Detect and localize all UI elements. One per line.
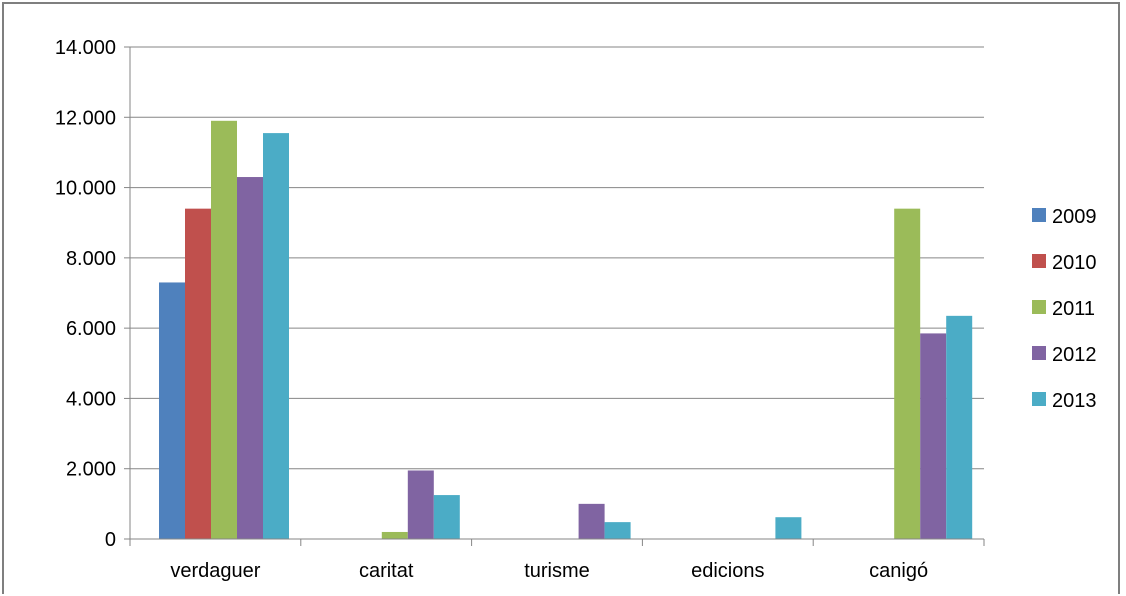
bar-2013-caritat <box>433 495 460 539</box>
legend-label: 2011 <box>1052 298 1095 320</box>
y-tick-label: 2.000 <box>66 459 116 481</box>
x-tick-label: edicions <box>691 560 764 582</box>
bar-2011-canigó <box>894 208 921 539</box>
y-tick-label: 4.000 <box>66 388 116 410</box>
y-tick-label: 12.000 <box>55 107 116 129</box>
legend-swatch <box>1032 254 1046 268</box>
y-tick-label: 8.000 <box>66 248 116 270</box>
legend-label: 2009 <box>1052 206 1097 228</box>
bar-2012-verdaguer <box>237 177 263 539</box>
bar-2013-verdaguer <box>263 133 289 539</box>
bar-2012-canigó <box>920 333 947 539</box>
bar-2013-turisme <box>604 522 631 539</box>
axes <box>124 46 985 546</box>
bar-2013-edicions <box>775 517 802 539</box>
x-tick-label: turisme <box>524 560 590 582</box>
bar-2011-verdaguer <box>211 120 237 540</box>
legend-label: 2010 <box>1052 252 1097 274</box>
bar-2013-canigó <box>946 315 973 539</box>
bar-2011-caritat <box>381 531 408 539</box>
legend-swatch <box>1032 346 1046 360</box>
x-tick-label: caritat <box>359 560 414 582</box>
legend: 2009 2010 2011 2012 2013 <box>1032 206 1097 412</box>
bar-2012-caritat <box>407 470 434 539</box>
legend-swatch <box>1032 392 1046 406</box>
y-tick-label: 10.000 <box>55 178 116 200</box>
bar-2012-turisme <box>578 503 605 539</box>
bar-2010-verdaguer <box>185 208 211 539</box>
x-tick-label: verdaguer <box>170 560 260 582</box>
y-tick-label: 14.000 <box>55 37 116 59</box>
y-tick-label: 6.000 <box>66 318 116 340</box>
bars <box>159 120 973 540</box>
legend-label: 2013 <box>1052 390 1097 412</box>
legend-label: 2012 <box>1052 344 1097 366</box>
legend-swatch <box>1032 208 1046 222</box>
x-tick-label: canigó <box>869 560 928 582</box>
tick-labels: 0 2.000 4.000 6.000 8.000 10.000 12.000 14.000 v… <box>55 37 928 582</box>
y-tick-label: 0 <box>105 529 116 551</box>
legend-swatch <box>1032 300 1046 314</box>
bar-2009-verdaguer <box>159 282 185 539</box>
bar-chart: 0 2.000 4.000 6.000 8.000 10.000 12.000 14.000 v… <box>55 37 1097 582</box>
